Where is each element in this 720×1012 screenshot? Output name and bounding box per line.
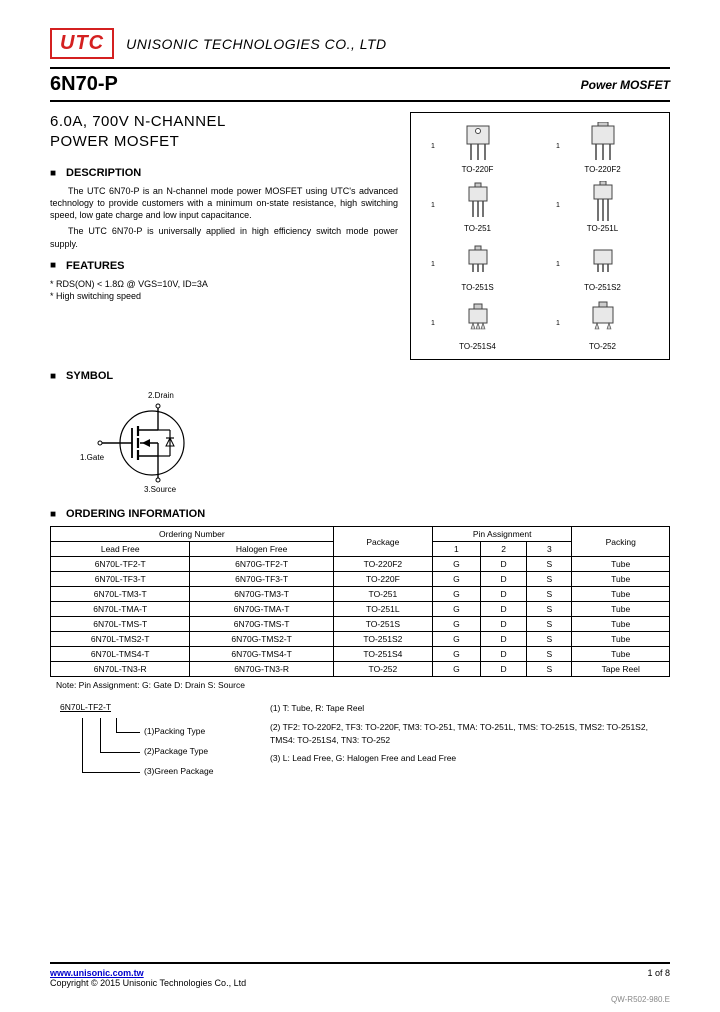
table-row: 6N70L-TM3-T6N70G-TM3-TTO-251GDSTube xyxy=(51,587,670,602)
th-package: Package xyxy=(333,527,432,557)
legend-l1: (1)Packing Type xyxy=(144,726,205,736)
title-line-1: 6.0A, 700V N-CHANNEL xyxy=(50,113,226,130)
part-number: 6N70-P xyxy=(50,73,118,96)
description-p1: The UTC 6N70-P is an N-channel mode powe… xyxy=(50,185,398,221)
company-name: UNISONIC TECHNOLOGIES CO., LTD xyxy=(126,36,387,52)
feature-1: * RDS(ON) < 1.8Ω @ VGS=10V, ID=3A xyxy=(50,278,398,291)
pin-drain: 2.Drain xyxy=(148,391,174,400)
feature-2: * High switching speed xyxy=(50,290,398,303)
package-to-251s2: 1TO-251S2 xyxy=(542,239,663,292)
section-description: DESCRIPTION xyxy=(50,167,398,179)
header: UTC UNISONIC TECHNOLOGIES CO., LTD xyxy=(50,28,670,59)
package-to-220f: 1TO-220F xyxy=(417,121,538,174)
description-p2: The UTC 6N70-P is universally applied in… xyxy=(50,225,398,249)
section-symbol: SYMBOL xyxy=(50,370,670,382)
product-title: 6.0A, 700V N-CHANNEL POWER MOSFET xyxy=(50,112,398,151)
pin-gate: 1.Gate xyxy=(80,453,105,462)
package-to-251s4: 1TO-251S4 xyxy=(417,298,538,351)
th-lead: Lead Free xyxy=(51,542,190,557)
legend-r1: (1) T: Tube, R: Tape Reel xyxy=(270,702,670,715)
title-bar: 6N70-P Power MOSFET xyxy=(50,67,670,102)
footer-page: 1 of 8 xyxy=(647,968,670,988)
ordering-table: Ordering Number Package Pin Assignment P… xyxy=(50,526,670,677)
package-box: 1TO-220F1TO-220F21TO-2511TO-251L1TO-251S… xyxy=(410,112,670,360)
th-packing: Packing xyxy=(572,527,670,557)
ordering-tbody: 6N70L-TF2-T6N70G-TF2-TTO-220F2GDSTube6N7… xyxy=(51,557,670,677)
section-ordering: ORDERING INFORMATION xyxy=(50,508,670,520)
title-line-2: POWER MOSFET xyxy=(50,133,179,150)
legend-r3: (3) L: Lead Free, G: Halogen Free and Le… xyxy=(270,752,670,765)
footer-code: QW-R502-980.E xyxy=(611,995,670,1004)
th-pin: Pin Assignment xyxy=(432,527,571,542)
product-type: Power MOSFET xyxy=(581,78,670,92)
th-ordering: Ordering Number xyxy=(51,527,334,542)
table-row: 6N70L-TMS2-T6N70G-TMS2-TTO-251S2GDSTube xyxy=(51,632,670,647)
table-row: 6N70L-TMS4-T6N70G-TMS4-TTO-251S4GDSTube xyxy=(51,647,670,662)
legend-part: 6N70L-TF2-T xyxy=(60,702,250,712)
table-row: 6N70L-TMA-T6N70G-TMA-TTO-251LGDSTube xyxy=(51,602,670,617)
package-to-251s: 1TO-251S xyxy=(417,239,538,292)
pin-source: 3.Source xyxy=(144,485,177,494)
th-halogen: Halogen Free xyxy=(190,542,333,557)
legend: 6N70L-TF2-T (1)Packing Type (2)Package T… xyxy=(50,702,670,798)
package-to-220f2: 1TO-220F2 xyxy=(542,121,663,174)
mosfet-symbol: 2.Drain 1.Gate 3.Source xyxy=(80,388,220,498)
footer-url[interactable]: www.unisonic.com.tw xyxy=(50,968,144,978)
footer-copyright: Copyright © 2015 Unisonic Technologies C… xyxy=(50,978,246,988)
table-row: 6N70L-TF3-T6N70G-TF3-TTO-220FGDSTube xyxy=(51,572,670,587)
legend-r2: (2) TF2: TO-220F2, TF3: TO-220F, TM3: TO… xyxy=(270,721,670,747)
footer: www.unisonic.com.tw Copyright © 2015 Uni… xyxy=(50,962,670,988)
th-p3: 3 xyxy=(527,542,572,557)
utc-logo: UTC xyxy=(50,28,114,59)
legend-l3: (3)Green Package xyxy=(144,766,213,776)
package-to-251: 1TO-251 xyxy=(417,180,538,233)
package-to-251l: 1TO-251L xyxy=(542,180,663,233)
section-features: FEATURES xyxy=(50,260,398,272)
th-p1: 1 xyxy=(432,542,480,557)
table-row: 6N70L-TF2-T6N70G-TF2-TTO-220F2GDSTube xyxy=(51,557,670,572)
pin-note: Note: Pin Assignment: G: Gate D: Drain S… xyxy=(50,680,670,690)
table-row: 6N70L-TN3-R6N70G-TN3-RTO-252GDSTape Reel xyxy=(51,662,670,677)
package-to-252: 1TO-252 xyxy=(542,298,663,351)
legend-l2: (2)Package Type xyxy=(144,746,208,756)
table-row: 6N70L-TMS-T6N70G-TMS-TTO-251SGDSTube xyxy=(51,617,670,632)
th-p2: 2 xyxy=(480,542,526,557)
